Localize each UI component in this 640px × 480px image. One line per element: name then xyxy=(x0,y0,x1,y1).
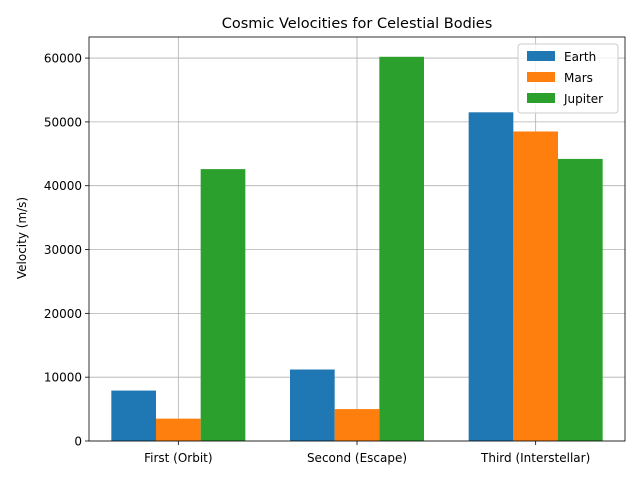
bars-group xyxy=(111,56,603,442)
x-tick-label: Second (Escape) xyxy=(307,451,407,465)
x-tick-label: Third (Interstellar) xyxy=(480,451,590,465)
bar-mars-2 xyxy=(513,131,558,441)
legend-swatch-earth xyxy=(527,51,555,61)
axis-ticks: First (Orbit) Second (Escape) Third (Inter… xyxy=(44,52,590,465)
y-tick-label: 30000 xyxy=(44,243,82,257)
bar-mars-1 xyxy=(334,409,380,441)
y-tick-label: 0 xyxy=(74,435,82,449)
bar-mars-0 xyxy=(156,418,201,441)
bar-jupiter-1 xyxy=(379,56,424,441)
y-tick-label: 40000 xyxy=(44,179,82,193)
legend-label-jupiter: Jupiter xyxy=(563,92,603,106)
bar-earth-1 xyxy=(290,369,335,441)
y-tick-label: 20000 xyxy=(44,307,82,321)
y-tick-label: 10000 xyxy=(44,371,82,385)
bar-earth-2 xyxy=(468,112,514,441)
y-tick-label: 50000 xyxy=(44,115,82,129)
legend-swatch-mars xyxy=(527,72,555,82)
bar-earth-0 xyxy=(111,390,156,441)
legend-swatch-jupiter xyxy=(527,93,555,103)
legend-label-mars: Mars xyxy=(564,71,593,85)
bar-jupiter-0 xyxy=(200,169,246,441)
bar-jupiter-2 xyxy=(558,158,603,442)
chart-title: Cosmic Velocities for Celestial Bodies xyxy=(222,16,493,32)
x-tick-label: First (Orbit) xyxy=(144,451,212,465)
legend-label-earth: Earth xyxy=(564,50,596,64)
legend: Earth Mars Jupiter xyxy=(517,43,619,114)
y-tick-label: 60000 xyxy=(44,52,82,66)
y-axis-label: Velocity (m/s) xyxy=(15,197,29,279)
